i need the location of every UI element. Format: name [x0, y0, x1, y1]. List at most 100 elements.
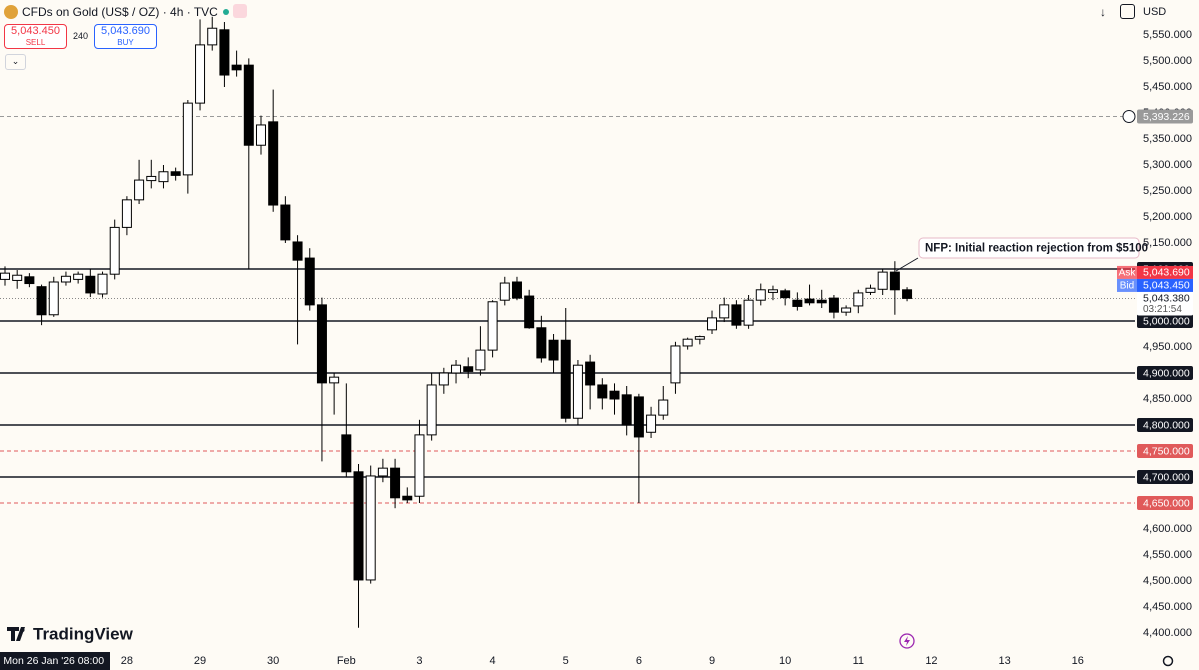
candle-body: [158, 171, 169, 183]
candle-body: [195, 44, 206, 104]
sell-label: SELL: [25, 38, 46, 47]
candle-body: [402, 495, 413, 501]
candle-body: [134, 179, 145, 201]
level-label-box: [1137, 109, 1193, 124]
candle-body: [121, 199, 132, 228]
quote-label: 5,043.690: [1143, 267, 1190, 279]
candle-body: [304, 257, 315, 306]
y-tick-label: 4,600.000: [1143, 523, 1192, 535]
candle-body: [877, 271, 888, 290]
candle-body: [97, 273, 108, 295]
candle-body: [621, 394, 632, 426]
candle-body: [609, 390, 620, 400]
candle-body: [182, 102, 193, 176]
status-icon: [233, 4, 247, 18]
crosshair-label-box: [0, 652, 110, 670]
candle-body: [60, 275, 71, 283]
candle-body: [109, 226, 120, 275]
level-label-box: [1137, 495, 1193, 510]
last-price-box: [1137, 291, 1193, 316]
candle-body: [231, 64, 242, 71]
lightning-icon[interactable]: [899, 633, 915, 649]
y-tick-label: 5,250.000: [1143, 185, 1192, 197]
level-label: 4,750.000: [1143, 445, 1190, 457]
candle-body: [292, 241, 303, 261]
level-label-box: [1137, 365, 1193, 380]
level-label-box: [1137, 313, 1193, 328]
candle-body: [499, 282, 510, 301]
candle-body: [487, 301, 498, 351]
brand-name: TradingView: [33, 624, 134, 643]
candle-body: [524, 295, 535, 329]
add-alert-icon[interactable]: [1122, 110, 1136, 124]
x-tick-label: 29: [194, 655, 206, 667]
candle-body: [731, 304, 742, 326]
y-tick-label: 4,850.000: [1143, 393, 1192, 405]
level-label-box: [1137, 469, 1193, 484]
candle-body: [853, 292, 864, 307]
y-tick-label: 4,950.000: [1143, 341, 1192, 353]
candle-body: [719, 304, 730, 319]
candle-body: [451, 364, 462, 374]
candle-body: [353, 471, 364, 581]
candle-body: [707, 317, 718, 331]
level-label-box: [1137, 417, 1193, 432]
last-price-label: 5,043.380: [1143, 293, 1190, 305]
level-label: 4,800.000: [1143, 419, 1190, 431]
candle-body: [633, 396, 644, 438]
y-tick-label: 5,500.000: [1143, 55, 1192, 67]
currency[interactable]: USD: [1143, 6, 1167, 18]
collapse-button[interactable]: ⌄: [5, 54, 26, 70]
candle-body: [548, 339, 559, 361]
candle-body: [780, 290, 791, 299]
quote-name-box: [1117, 265, 1137, 279]
x-tick-label: 12: [925, 655, 937, 667]
candle-body: [889, 271, 900, 291]
x-tick-label: Feb: [337, 655, 356, 667]
sell-price: 5,043.450: [11, 25, 60, 37]
quote-name: Bid: [1120, 281, 1134, 292]
candle-body: [682, 338, 693, 347]
candle-body: [377, 467, 388, 477]
level-label: 5,393.226: [1143, 111, 1190, 123]
x-tick-label: 30: [267, 655, 279, 667]
buy-button[interactable]: 5,043.690 BUY: [94, 24, 157, 49]
download-icon[interactable]: ↓: [1100, 5, 1106, 19]
candle-body: [85, 275, 96, 294]
symbol-title[interactable]: CFDs on Gold (US$ / OZ) · 4h · TVC: [22, 5, 218, 19]
brand-logo: [7, 627, 25, 641]
symbol-icon: [4, 5, 18, 19]
x-tick-label: 11: [853, 655, 864, 667]
x-tick-label: 3: [416, 655, 422, 667]
candle-body: [390, 467, 401, 499]
candle-body: [73, 273, 84, 280]
annotation-pointer: [895, 257, 919, 272]
candle-body: [694, 336, 705, 340]
candle-body: [902, 289, 913, 299]
candle-body: [475, 349, 486, 371]
sell-button[interactable]: 5,043.450 SELL: [4, 24, 67, 49]
candle-body: [463, 366, 474, 372]
x-tick-label: 10: [779, 655, 791, 667]
candle-body: [426, 384, 437, 436]
y-tick-label: 4,450.000: [1143, 601, 1192, 613]
candle-body: [804, 298, 815, 304]
candle-body: [572, 364, 583, 419]
candle-body: [316, 304, 327, 384]
candle-body: [170, 171, 181, 176]
settings-icon[interactable]: [1162, 655, 1174, 667]
candle-body: [841, 307, 852, 313]
y-tick-label: 4,550.000: [1143, 549, 1192, 561]
status-dot: [223, 9, 229, 15]
candle-body: [219, 29, 230, 76]
x-tick-label: 13: [998, 655, 1010, 667]
candle-body: [255, 124, 266, 146]
y-tick-label: 5,200.000: [1143, 211, 1192, 223]
candle-body: [536, 327, 547, 359]
x-tick-label: 9: [709, 655, 715, 667]
y-tick-label: 5,150.000: [1143, 237, 1192, 249]
y-tick-label: 5,550.000: [1143, 29, 1192, 41]
screenshot-icon[interactable]: [1120, 4, 1135, 19]
candle-body: [646, 414, 657, 433]
